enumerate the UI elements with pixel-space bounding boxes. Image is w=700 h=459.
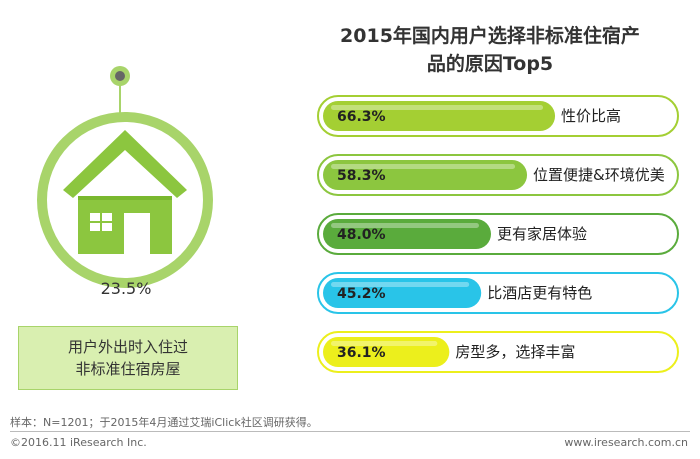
bar-value-label: 66.3%	[337, 109, 386, 125]
bar-highlight	[331, 282, 470, 287]
bar	[323, 160, 528, 190]
stat-caption: 用户外出时入住过 非标准住宿房屋	[18, 326, 238, 390]
bar-value-label: 48.0%	[337, 227, 386, 243]
chart-title-line-2: 品的原因Top5	[426, 53, 554, 75]
bar	[323, 337, 450, 367]
bar-category-label: 性价比高	[561, 107, 621, 125]
stat-percent: 23.5%	[100, 279, 152, 298]
bar-highlight	[331, 164, 516, 169]
site-url: www.iresearch.com.cn	[564, 436, 688, 449]
pin-dot-center	[115, 71, 125, 81]
chart-title: 2015年国内用户选择非标准住宿产 品的原因Top5	[300, 22, 680, 78]
chart-title-line-1: 2015年国内用户选择非标准住宿产	[340, 25, 640, 47]
bar-value-label: 58.3%	[337, 168, 386, 184]
bar	[323, 278, 482, 308]
bar-category-label: 房型多，选择丰富	[455, 343, 575, 361]
caption-line-1: 用户外出时入住过	[67, 338, 188, 356]
bar	[323, 219, 491, 249]
bar-value-label: 45.2%	[337, 286, 386, 302]
bar-category-label: 比酒店更有特色	[487, 284, 592, 302]
copyright: ©2016.11 iResearch Inc.	[10, 436, 147, 449]
footnote: 样本：N=1201；于2015年4月通过艾瑞iClick社区调研获得。	[10, 416, 318, 429]
bar-value-label: 36.1%	[337, 345, 386, 361]
bar-highlight	[331, 105, 544, 110]
bar-highlight	[331, 223, 479, 228]
bar	[323, 101, 556, 131]
bar-chart: 66.3% 性价比高 58.3% 位置便捷&环境优美 48.0% 更有家居体验 45.2% 比…	[317, 95, 679, 373]
house-icon	[63, 130, 187, 254]
bar-highlight	[331, 341, 438, 346]
footer-divider	[10, 431, 690, 432]
bar-category-label: 位置便捷&环境优美	[533, 166, 665, 184]
house-graphic	[37, 66, 213, 288]
caption-line-2: 非标准住宿房屋	[75, 360, 181, 378]
bar-category-label: 更有家居体验	[497, 225, 587, 243]
